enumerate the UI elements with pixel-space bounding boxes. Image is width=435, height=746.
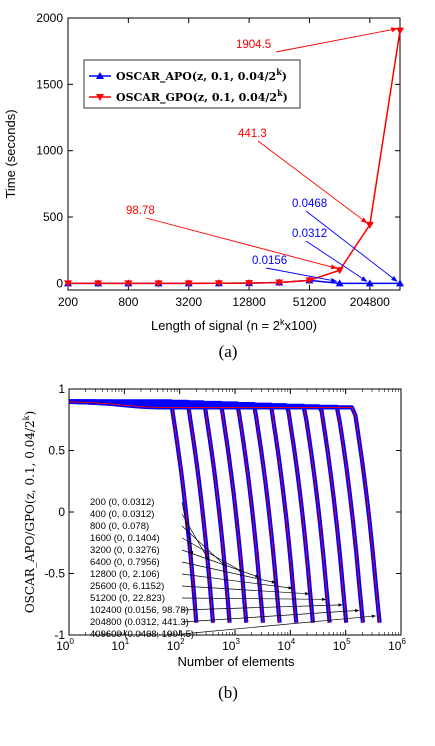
chart-b-annotation-arrow: [181, 597, 326, 601]
legend-apo-label: OSCAR_APO(z, 0.1, 0.04/2k): [116, 67, 287, 84]
chart-a-x-axis-label: Length of signal (n = 2kx100): [151, 317, 317, 333]
chart-b-annotation-arrow: [181, 561, 277, 584]
chart-b-y-tick-label: -1: [54, 628, 65, 642]
chart-b-annotation-arrow: [181, 549, 260, 578]
chart-a-x-tick-label: 12800: [232, 295, 266, 309]
chart-b-x-tick-label: 103: [222, 637, 240, 653]
chart-b-y-tick-label: 0.5: [48, 444, 65, 458]
series-gpo-point: [365, 221, 374, 229]
chart-a-annotation-arrow: [265, 267, 338, 283]
chart-a-annotation-label: 1904.5: [236, 39, 271, 51]
chart-b-x-tick-label: 104: [277, 637, 295, 653]
chart-b-annotation-label: 1600 (0, 0.1404): [90, 533, 160, 544]
chart-b-annotation-label: 25600 (0, 6.1152): [90, 581, 164, 592]
chart-b-annotation-arrow: [181, 614, 376, 635]
chart-b-x-tick-label: 102: [167, 637, 185, 653]
chart-a-annotation-arrow: [257, 140, 368, 224]
series-gpo-point: [154, 280, 163, 288]
series-gpo-point: [184, 280, 193, 288]
chart-a-annotation-label: 0.0156: [252, 255, 287, 267]
chart-b-annotation-arrow: [181, 525, 226, 567]
panel-b-caption: (b): [218, 683, 238, 702]
chart-a-legend: OSCAR_APO(z, 0.1, 0.04/2k) OSCAR_GPO(z, …: [83, 59, 301, 109]
chart-b-annotation-arrow: [181, 608, 360, 623]
chart-a-y-tick-label: 0: [56, 276, 63, 290]
chart-a-annotation-label: 0.0312: [292, 228, 327, 240]
chart-b-x-tick-label: 101: [111, 637, 129, 653]
chart-b-x-tick-label: 106: [388, 637, 406, 653]
chart-a-annotation-arrow: [305, 210, 398, 282]
chart-a-x-tick-label: 3200: [175, 295, 202, 309]
chart-b-y-tick-label: -0.5: [44, 567, 65, 581]
chart-b-annotation-label: 204800 (0.0312, 441.3): [90, 617, 189, 628]
chart-a-x-tick-label: 800: [118, 295, 138, 309]
series-gpo-point: [305, 277, 314, 285]
series-apo-point: [335, 279, 344, 287]
series-gpo-point: [245, 280, 254, 288]
chart-b-x-axis-label: Number of elements: [177, 654, 295, 669]
chart-a: 0 500 1000 1500 2000 200 800 3200 12800 51200 204…: [3, 11, 404, 361]
chart-a-y-tick-label: 2000: [36, 11, 63, 25]
chart-b-annotation-arrow: [181, 603, 343, 611]
chart-a-annotation-label: 441.3: [238, 128, 267, 140]
chart-b-x-tick-label: 100: [56, 637, 74, 653]
chart-b-y-tick-label: 0: [58, 505, 65, 519]
chart-a-legend-box: [83, 59, 301, 109]
chart-a-x-tick-label: 200: [58, 295, 78, 309]
series-gpo-point: [64, 280, 72, 288]
series-gpo-point: [335, 267, 344, 275]
panel-a-caption: (a): [219, 342, 238, 361]
chart-a-annotation-arrow: [145, 217, 338, 270]
series-gpo-point: [124, 280, 133, 288]
chart-b-y-tick-label: 1: [58, 382, 65, 396]
series-apo-point: [365, 279, 374, 287]
legend-apo-marker: [96, 72, 104, 79]
chart-a-y-tick-label: 1500: [36, 77, 63, 91]
chart-b-annotation-label: 6400 (0, 0.7956): [90, 557, 160, 568]
chart-a-y-axis-label: Time (seconds): [3, 109, 18, 198]
chart-b-annotation-label: 51200 (0, 22.823): [90, 593, 165, 604]
series-gpo-point: [214, 280, 223, 288]
chart-a-x-tick-label: 51200: [293, 295, 327, 309]
chart-b-x-tick-label: 105: [333, 637, 351, 653]
chart-b-annotation-arrow: [181, 585, 310, 596]
chart-b-series-gpo: [68, 401, 381, 623]
chart-b-annotation-arrow: [181, 537, 243, 572]
chart-a-annotation-label: 0.0468: [292, 198, 327, 210]
chart-b-annotation-label: 409600 (0.0468, 1904.5): [90, 629, 194, 640]
chart-b-annotation-label: 400 (0, 0.0312): [90, 509, 154, 520]
chart-a-annotation-arrow: [275, 27, 398, 53]
chart-b: -1 -0.5 0 0.5 1 100 101 102 103 104 105 106 200 (0…: [22, 382, 406, 702]
series-gpo-point: [94, 280, 103, 288]
legend-gpo-label: OSCAR_GPO(z, 0.1, 0.04/2k): [116, 88, 288, 105]
series-gpo-point: [275, 279, 284, 287]
chart-a-annotation-label: 98.78: [126, 205, 155, 217]
series-apo-point: [396, 279, 404, 287]
chart-b-annotation-arrow: [181, 573, 293, 590]
chart-b-annotation-arrow: [181, 513, 210, 561]
chart-a-plot-area: [67, 17, 401, 291]
chart-a-y-tick-label: 500: [43, 210, 63, 224]
chart-b-annotation-label: 200 (0, 0.0312): [90, 497, 154, 508]
series-gpo-line: [68, 30, 401, 285]
chart-b-annotation-label: 800 (0, 0.078): [90, 521, 149, 532]
series-gpo-point: [396, 27, 404, 35]
chart-b-annotation-arrow: [181, 501, 194, 556]
chart-a-annotation-arrow: [305, 240, 368, 282]
chart-a-x-tick-label: 204800: [350, 295, 390, 309]
chart-a-y-tick-label: 1000: [36, 144, 63, 158]
chart-b-annotation-label: 12800 (0, 2.106): [90, 569, 160, 580]
chart-b-y-axis-label: OSCAR_APO/GPO(z, 0.1, 0.04/2k): [22, 411, 37, 613]
chart-b-annotation-label: 3200 (0, 0.3276): [90, 545, 160, 556]
legend-gpo-marker: [96, 94, 104, 101]
chart-b-annotation-label: 102400 (0.0156, 98.78): [90, 605, 189, 616]
